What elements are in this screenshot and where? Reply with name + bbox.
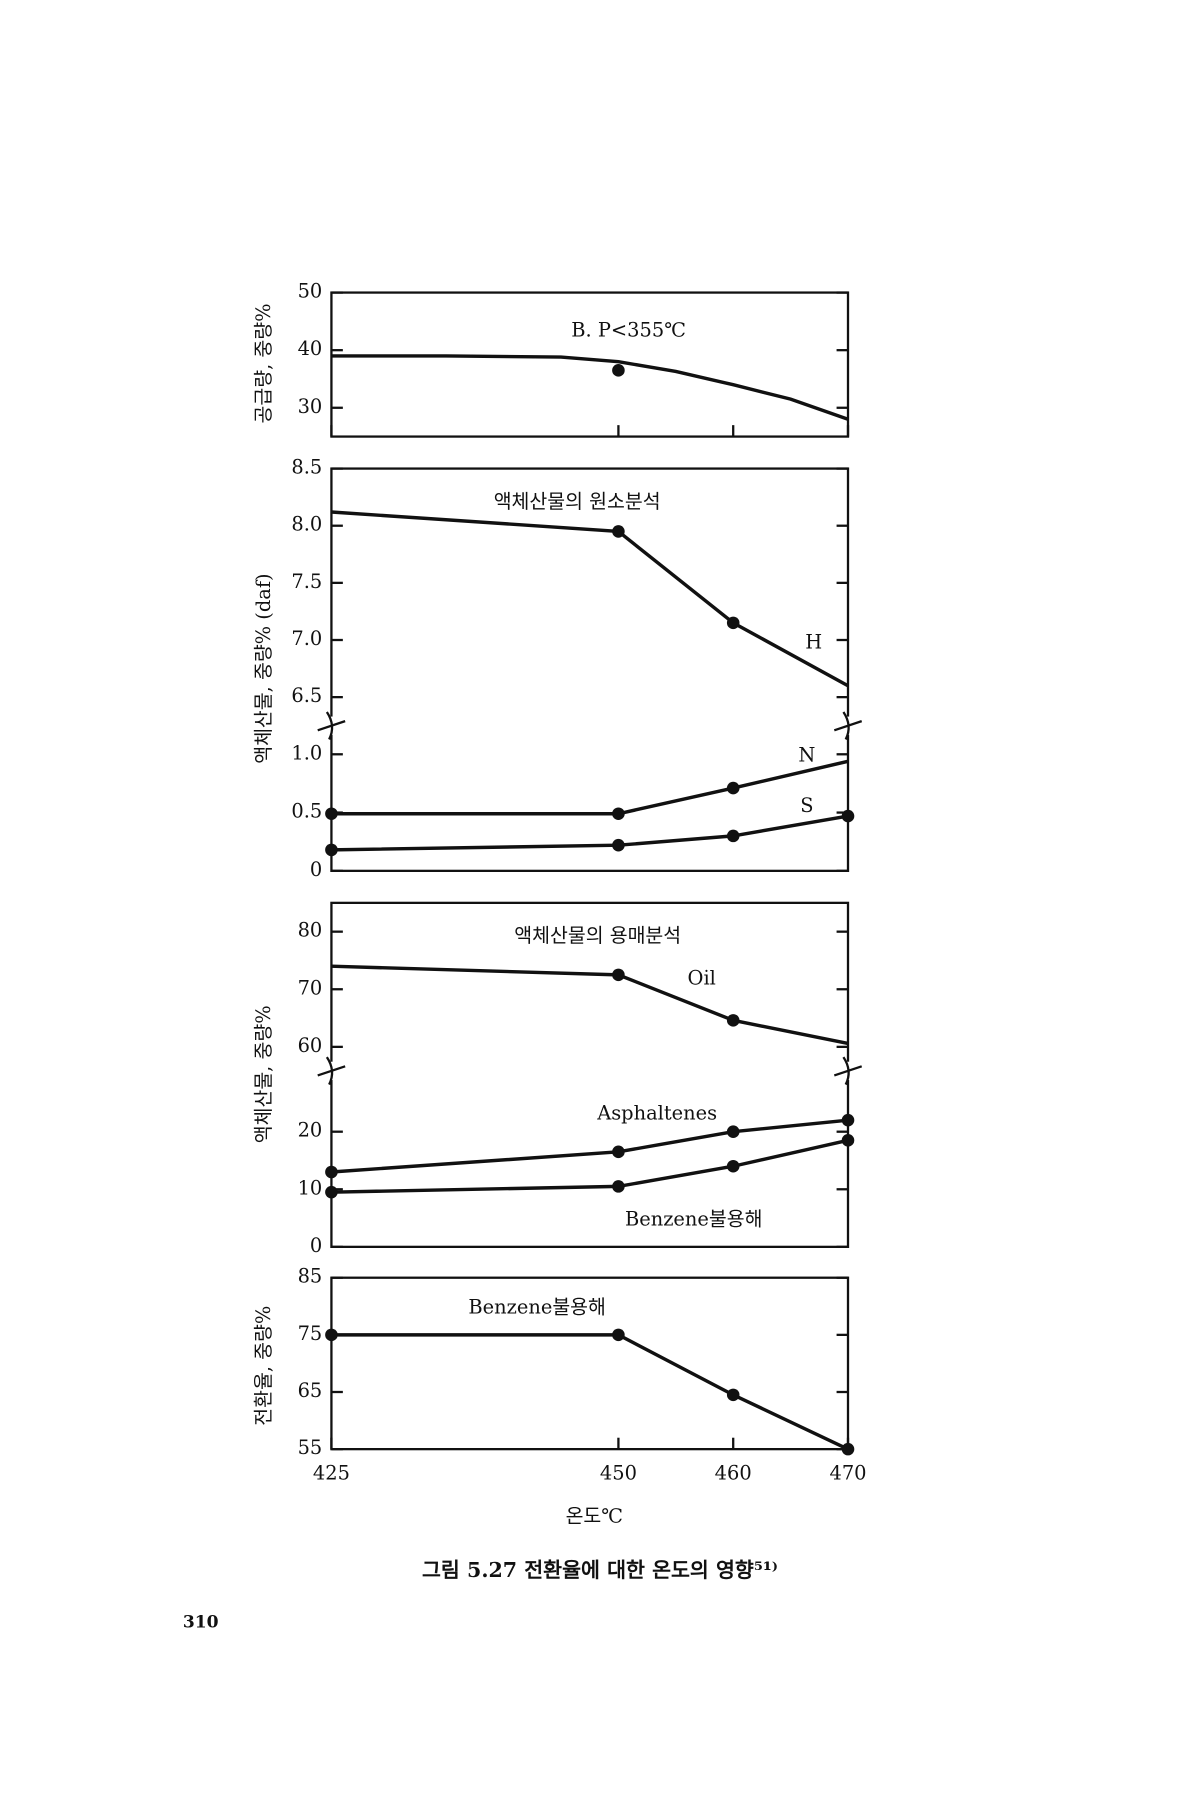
data-point [325, 1185, 338, 1199]
y-tick-label: 0 [310, 1234, 322, 1257]
y-tick-label: 55 [298, 1436, 323, 1459]
data-point [612, 525, 625, 538]
y-tick-label: 60 [298, 1034, 323, 1057]
series-line [331, 1138, 849, 1194]
data-point [325, 807, 338, 821]
series-line [331, 1333, 849, 1451]
series-label: Benzene불용해 [468, 1296, 606, 1319]
series-line [331, 814, 849, 852]
data-point [612, 1328, 625, 1342]
data-point [612, 1145, 625, 1159]
break-mark [833, 1056, 863, 1086]
series-line [331, 510, 849, 688]
data-point [841, 1113, 855, 1127]
series-label: N [798, 744, 815, 767]
y-tick-label: 70 [298, 976, 323, 999]
y-tick-label: 6.5 [291, 684, 322, 707]
x-tick-label: 470 [829, 1461, 866, 1484]
y-tick-label: 30 [298, 395, 323, 418]
series-label: B. P<355℃ [571, 318, 686, 341]
caption: 그림 5.27 전환율에 대한 온도의 영향⁵¹⁾ [422, 1558, 778, 1582]
data-point [325, 1328, 338, 1342]
data-point [612, 807, 625, 821]
y-axis-label: 전환율, 중량% [252, 1306, 275, 1426]
data-point [726, 781, 740, 795]
data-point [612, 838, 625, 852]
series-label: Oil [688, 966, 716, 989]
series-label: Benzene불용해 [625, 1208, 763, 1231]
data-point [726, 1388, 740, 1402]
y-axis-label: 공급량, 중량% [252, 303, 275, 423]
page-number: 310 [183, 1612, 219, 1632]
y-tick-label: 7.0 [291, 627, 322, 650]
data-point [726, 1159, 740, 1173]
y-tick-label: 8.5 [291, 456, 322, 479]
data-point [841, 1134, 855, 1147]
series-label: Asphaltenes [596, 1101, 717, 1124]
data-point [841, 809, 855, 823]
y-axis-label: 액체산물, 중량% (daf) [252, 573, 275, 763]
y-tick-label: 65 [298, 1379, 323, 1402]
frame [330, 901, 850, 1248]
data-point [726, 1125, 740, 1138]
frame [330, 291, 850, 438]
y-axis-label: 액체산물, 중량% [252, 1005, 275, 1143]
x-axis-label: 온도℃ [566, 1505, 623, 1528]
series-label: S [800, 794, 813, 817]
y-tick-label: 50 [298, 280, 323, 303]
frame [330, 467, 850, 872]
y-tick-label: 10 [298, 1176, 323, 1199]
series-line [331, 964, 849, 1046]
data-point [325, 1165, 338, 1179]
series-line [331, 1118, 849, 1174]
y-tick-label: 40 [298, 337, 323, 360]
data-point [726, 829, 740, 843]
data-point [726, 1014, 740, 1027]
y-tick-label: 75 [298, 1322, 323, 1345]
data-point [325, 843, 338, 857]
series-label: H [805, 630, 822, 653]
x-tick-label: 450 [600, 1461, 637, 1484]
series-line [331, 354, 849, 421]
y-tick-label: 1.0 [291, 741, 322, 764]
y-tick-label: 20 [298, 1119, 323, 1142]
frame [330, 1276, 850, 1451]
data-point [612, 1180, 625, 1193]
data-point [612, 968, 625, 982]
x-tick-label: 425 [313, 1461, 350, 1484]
break-mark [833, 711, 863, 740]
break-mark [317, 1056, 346, 1086]
panel-title: 액체산물의 용매분석 [514, 924, 681, 947]
y-tick-label: 8.0 [291, 513, 322, 536]
y-tick-label: 0.5 [291, 800, 322, 823]
series-line [331, 759, 849, 816]
break-mark [317, 711, 346, 740]
y-tick-label: 0 [310, 858, 322, 881]
y-tick-label: 7.5 [291, 570, 322, 593]
data-point [612, 364, 625, 377]
data-point [726, 616, 740, 630]
panel-title: 액체산물의 원소분석 [494, 490, 661, 513]
y-tick-label: 80 [298, 919, 323, 942]
y-tick-label: 85 [298, 1265, 323, 1288]
x-tick-label: 460 [715, 1461, 752, 1484]
